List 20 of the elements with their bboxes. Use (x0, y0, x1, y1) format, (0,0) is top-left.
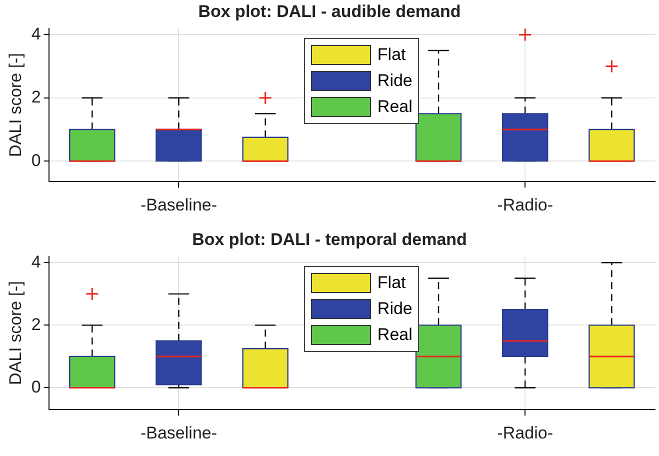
y-tick-label: 4 (31, 252, 41, 272)
legend-label: Ride (377, 71, 412, 92)
y-axis-title: DALI score [-] (6, 53, 25, 157)
y-axis-title: DALI score [-] (6, 281, 25, 385)
x-tick-label: -Radio- (497, 423, 553, 442)
y-tick-label: 0 (31, 150, 41, 170)
y-tick-label: 2 (31, 88, 41, 107)
x-tick-label: -Baseline- (140, 423, 218, 442)
y-tick-label: 2 (31, 314, 41, 334)
chart-title: Box plot: DALI - audible demand (198, 2, 461, 21)
chart-title: Box plot: DALI - temporal demand (192, 230, 467, 249)
x-tick-label: -Baseline- (140, 195, 218, 214)
legend-label: Flat (377, 273, 406, 294)
legend-label: Real (377, 325, 412, 346)
x-tick-label: -Radio- (497, 195, 553, 214)
legend-label: Flat (377, 45, 406, 66)
y-tick-label: 0 (31, 377, 41, 396)
legend-label: Ride (377, 299, 412, 320)
y-tick-label: 4 (31, 24, 41, 44)
legend-label: Real (377, 97, 412, 118)
